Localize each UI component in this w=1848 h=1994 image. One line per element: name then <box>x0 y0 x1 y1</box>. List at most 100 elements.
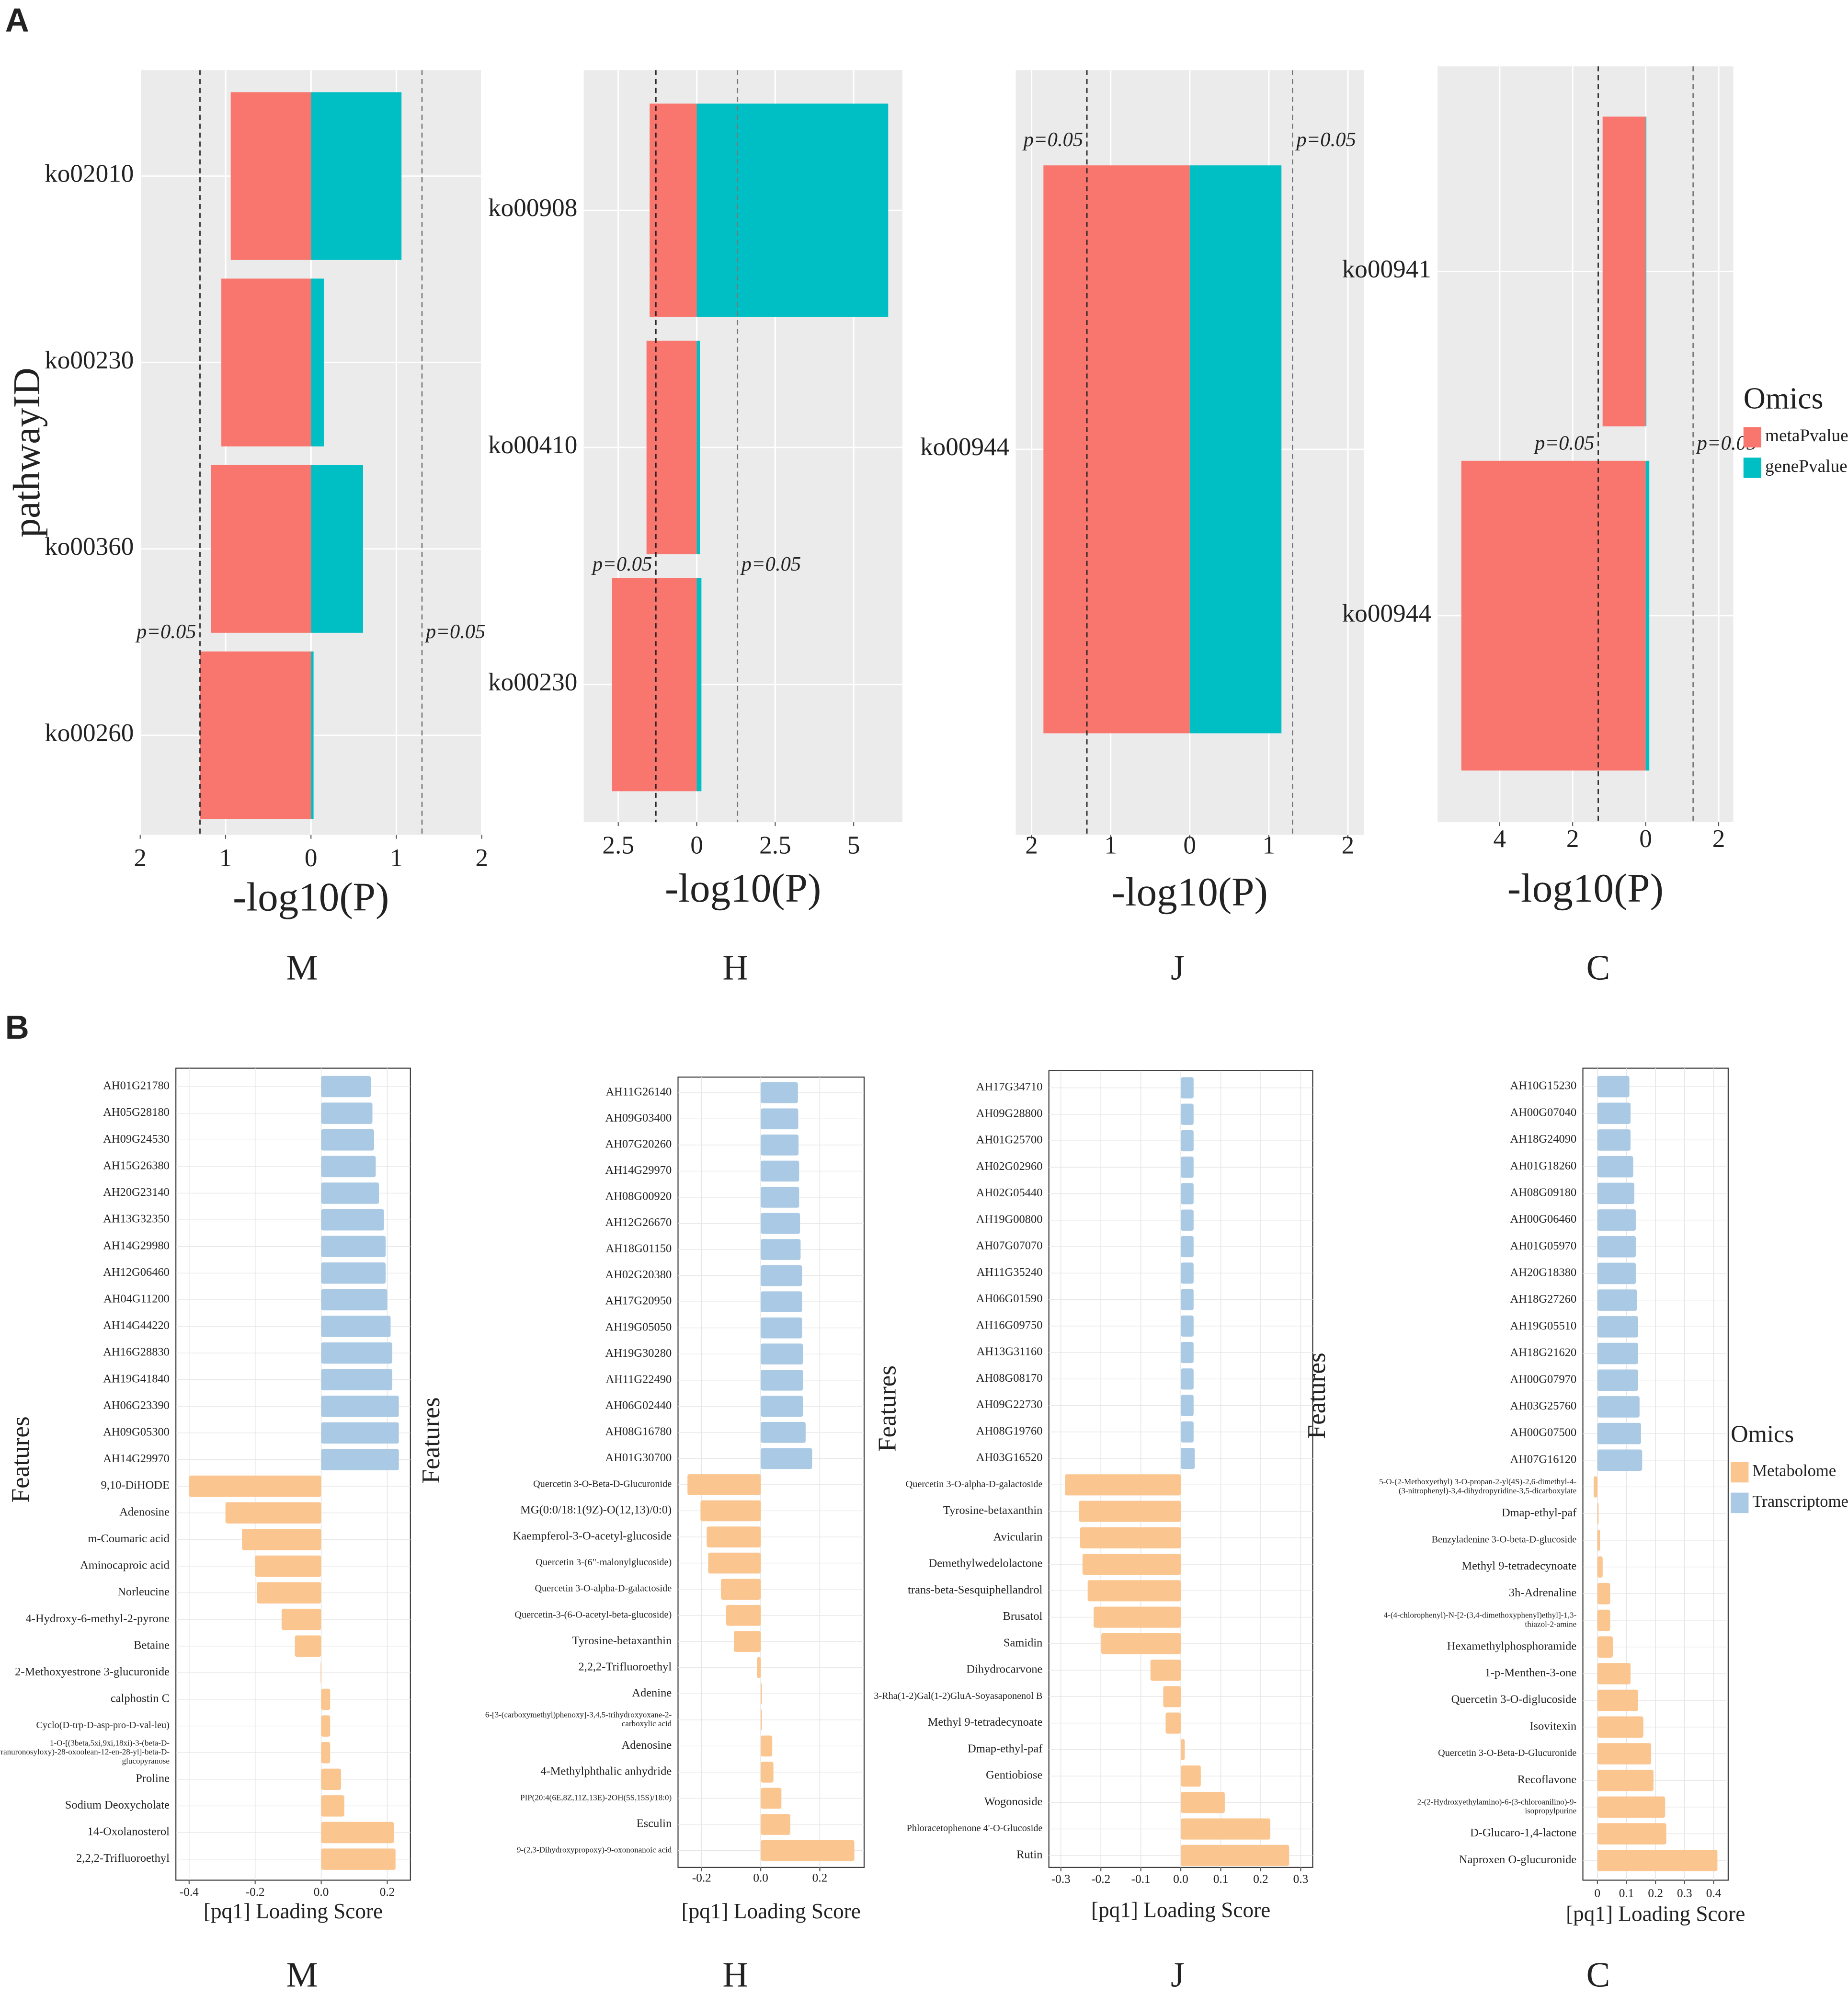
category-label: Esculin <box>637 1817 672 1830</box>
x-tick-label: 0.2 <box>380 1885 395 1899</box>
bar <box>1065 1474 1181 1496</box>
category-label: AH08G08170 <box>976 1372 1043 1385</box>
x-tick-label: 2 <box>1342 831 1355 859</box>
threshold-label: p=0.05 <box>135 620 196 643</box>
bar <box>696 341 700 554</box>
category-label: AH11G26140 <box>605 1085 672 1098</box>
category-label: AH01G25700 <box>976 1134 1043 1146</box>
panel-caption: M <box>286 948 318 987</box>
category-label: AH12G26670 <box>605 1216 672 1229</box>
category-label: Dihydrocarvone <box>966 1663 1042 1676</box>
category-label: Adenosine <box>119 1505 170 1518</box>
category-label: Benzyladenine 3-O-beta-D-glucoside <box>1432 1535 1577 1545</box>
category-label: 2,2,2-Trifluoroethyl <box>76 1852 170 1865</box>
bar <box>1597 1556 1603 1578</box>
bar <box>1189 165 1282 733</box>
bar <box>1597 1209 1636 1231</box>
x-axis-label: [pq1] Loading Score <box>682 1899 861 1923</box>
category-label: AH11G22490 <box>605 1373 672 1386</box>
x-tick-label: 2.5 <box>602 831 634 859</box>
bar <box>1597 1716 1643 1738</box>
category-label: AH09G22730 <box>976 1398 1043 1411</box>
category-label: 4-(4-chlorophenyl)-N-[2-(3,4-dimethoxyph… <box>1384 1611 1577 1629</box>
x-axis-label: [pq1] Loading Score <box>1091 1898 1270 1922</box>
bar <box>761 1135 799 1156</box>
category-label: AH17G20950 <box>605 1295 672 1307</box>
category-label: AH13G31160 <box>977 1345 1043 1358</box>
panel-label: A <box>5 1 29 39</box>
bar <box>321 1236 386 1257</box>
category-label: 4-Hydroxy-6-methyl-2-pyrone <box>26 1612 170 1625</box>
x-tick-label: 0 <box>1183 831 1196 859</box>
bar <box>1181 1739 1185 1760</box>
category-label: AH15G26380 <box>103 1159 170 1172</box>
x-tick-label: 1 <box>1263 831 1276 859</box>
x-tick-label: 0.1 <box>1213 1872 1229 1886</box>
bar <box>1602 116 1646 426</box>
category-label: PIP(20:4(6E,8Z,11Z,13E)-2OH(5S,15S)/18:0… <box>520 1793 672 1802</box>
x-tick-label: 0.3 <box>1293 1872 1309 1886</box>
panel-caption: C <box>1586 1955 1610 1994</box>
category-label: AH10G15230 <box>1510 1079 1577 1092</box>
bar <box>1181 1765 1201 1787</box>
bar <box>761 1265 802 1286</box>
bar <box>650 103 697 317</box>
x-tick-label: 1 <box>1104 831 1117 859</box>
category-label: AH13G32350 <box>103 1213 170 1226</box>
category-label: ko00908 <box>488 194 577 222</box>
panel-caption: H <box>722 948 748 987</box>
bar <box>321 1768 341 1790</box>
bar <box>321 1156 376 1178</box>
category-label: AH00G07040 <box>1510 1106 1577 1119</box>
x-tick-label: 0 <box>1639 825 1652 853</box>
threshold-label: p=0.05 <box>740 553 801 575</box>
category-label: Isovitexin <box>1529 1719 1576 1732</box>
panel-caption: H <box>722 1955 748 1994</box>
category-label: Phloracetophenone 4'-O-Glucoside <box>907 1823 1043 1834</box>
category-label: Samidin <box>1004 1636 1043 1649</box>
category-label: AH09G05300 <box>103 1426 170 1439</box>
bar <box>761 1814 790 1835</box>
category-label: AH00G06460 <box>1510 1213 1577 1226</box>
x-tick-label: 0 <box>690 831 703 859</box>
category-label: AH02G05440 <box>976 1186 1043 1199</box>
bar <box>321 1715 331 1737</box>
bar <box>295 1635 321 1657</box>
category-label: Brusatol <box>1003 1610 1043 1623</box>
bar <box>1593 1476 1597 1498</box>
bar <box>321 1369 392 1390</box>
bar <box>321 1129 374 1151</box>
bar <box>1597 1449 1643 1471</box>
bar <box>1181 1421 1194 1443</box>
panel-label: B <box>5 1008 29 1046</box>
bar <box>321 1262 386 1284</box>
bar <box>1597 1422 1641 1444</box>
bar <box>1597 1396 1640 1418</box>
category-label: AH07G20260 <box>605 1138 672 1151</box>
bar <box>761 1160 799 1182</box>
x-axis-label: -log10(P) <box>233 875 389 920</box>
bar <box>1597 1636 1613 1658</box>
category-label: Rutin <box>1016 1848 1042 1861</box>
bar <box>696 578 702 791</box>
bar <box>1597 1609 1610 1631</box>
bar <box>321 1848 396 1870</box>
category-label: Dmap-ethyl-paf <box>968 1742 1043 1755</box>
category-label: Norleucine <box>117 1585 170 1598</box>
panel-caption: J <box>1171 1955 1185 1994</box>
category-label: 1-O-[(3beta,5xi,9xi,18xi)-3-(beta-D-Gluc… <box>0 1738 170 1765</box>
category-label: m-Coumaric acid <box>88 1532 170 1545</box>
bar <box>1082 1553 1181 1575</box>
legend-swatch <box>1731 1462 1749 1483</box>
category-label: Dmap-ethyl-paf <box>1502 1506 1577 1519</box>
bar <box>1163 1686 1181 1708</box>
bar <box>1165 1712 1181 1734</box>
bar <box>1597 1316 1638 1338</box>
category-label: AH19G30280 <box>605 1347 672 1360</box>
category-label: AH09G24530 <box>103 1133 170 1146</box>
category-label: AH14G29970 <box>103 1452 170 1465</box>
bar <box>1181 1262 1194 1284</box>
bar <box>321 1102 373 1124</box>
x-tick-label: 0 <box>305 844 318 872</box>
bar <box>646 341 697 554</box>
